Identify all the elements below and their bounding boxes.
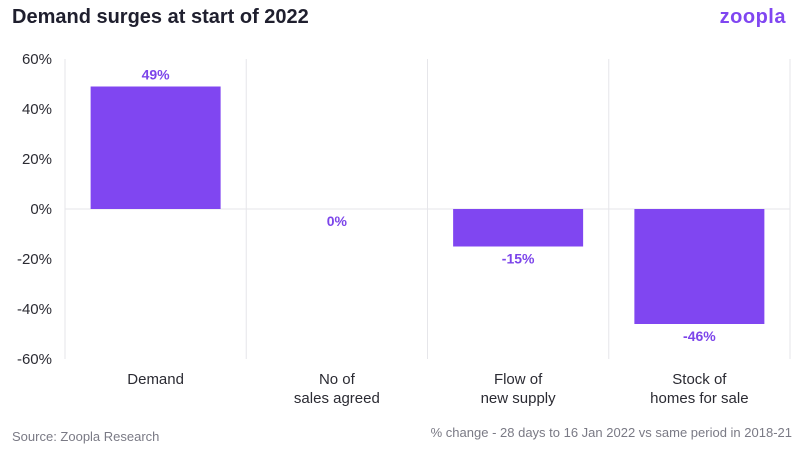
bar-data-label: 0% (327, 213, 348, 229)
y-tick-label: -20% (17, 251, 52, 268)
period-footnote: % change - 28 days to 16 Jan 2022 vs sam… (430, 425, 792, 440)
zoopla-logo: zoopla (719, 6, 786, 28)
bar (453, 209, 584, 247)
x-tick-label: Stock of (672, 371, 727, 388)
x-tick-label: Flow of (494, 371, 543, 388)
source-note: Source: Zoopla Research (12, 429, 160, 444)
bar-data-label: -15% (502, 251, 535, 267)
x-tick-label: sales agreed (294, 390, 380, 407)
x-tick-label: new supply (481, 390, 557, 407)
y-tick-label: 60% (22, 51, 52, 68)
y-tick-label: 20% (22, 151, 52, 168)
y-tick-label: -60% (17, 351, 52, 368)
y-tick-label: 40% (22, 101, 52, 118)
x-tick-label: No of (319, 371, 356, 388)
chart-title: Demand surges at start of 2022 (12, 6, 309, 28)
bar-data-label: -46% (683, 328, 716, 344)
x-tick-label: Demand (127, 371, 184, 388)
x-tick-label: homes for sale (650, 390, 748, 407)
bar (90, 86, 221, 209)
y-tick-label: -40% (17, 301, 52, 318)
y-tick-label: 0% (30, 201, 52, 218)
bar (634, 209, 765, 324)
bar-data-label: 49% (142, 67, 171, 83)
